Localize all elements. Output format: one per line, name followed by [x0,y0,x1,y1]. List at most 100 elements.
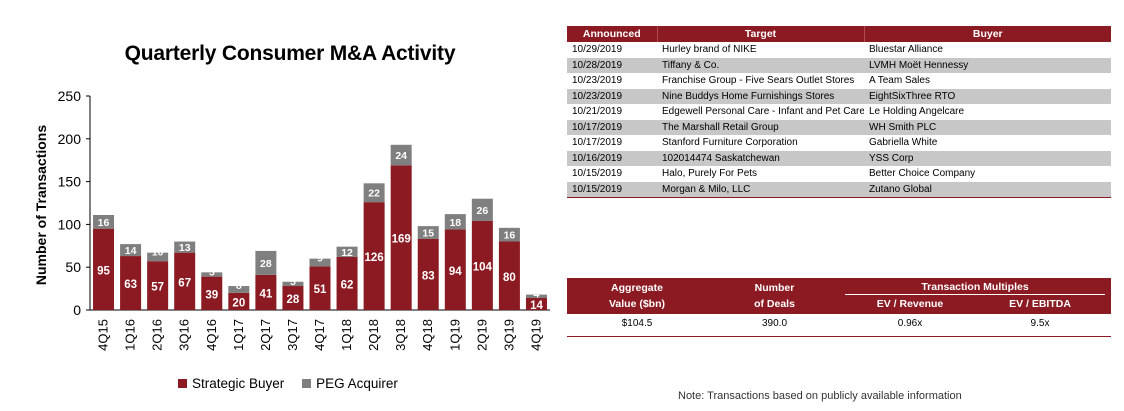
legend-label-peg: PEG Acquirer [316,376,398,391]
legend-item-peg: PEG Acquirer [302,376,398,391]
chart-panel: Quarterly Consumer M&A Activity 0 50 100 15… [0,0,560,411]
y-tick-label: 0 [73,302,81,318]
deal-row: 10/29/2019 Hurley brand of NIKE Bluestar A… [567,42,1111,58]
x-tick-label: 1Q16 [123,319,138,351]
data-label-peg: 4 [534,289,540,301]
data-label-peg: 28 [260,258,272,270]
deals-table: Announced Target Buyer 10/29/2019 Hurley … [567,26,1111,198]
chart-title: Quarterly Consumer M&A Activity [124,42,456,65]
deal-buyer: Gabriella White [869,137,938,149]
aggregate-header-1: Aggregate [611,282,663,294]
data-label-strategic: 39 [205,289,218,301]
bar-peg-1Q16 [120,244,142,257]
deal-target: Franchise Group - Five Sears Outlet Stor… [662,75,855,87]
deal-target: Stanford Furniture Corporation [662,137,798,149]
bar-strategic-3Q16 [174,252,196,310]
bar-strategic-2Q18 [363,202,385,310]
data-label-peg: 13 [179,242,191,254]
data-label-strategic: 95 [97,265,110,277]
bar-strategic-3Q19 [498,241,520,310]
deal-buyer: Bluestar Alliance [869,44,943,56]
deal-date: 10/23/2019 [572,75,623,87]
deal-target: Edgewell Personal Care - Infant and Pet … [662,106,864,118]
data-label-peg: 16 [504,230,516,242]
ev-revenue-header: EV / Revenue [876,298,944,310]
deals-header-1: Number [754,282,795,294]
data-label-strategic: 80 [503,272,516,284]
deal-buyer: EightSixThree RTO [864,88,1111,104]
deal-target: Nine Buddys Home Furnishings Stores [657,88,864,104]
data-label-peg: 12 [341,247,353,259]
x-tick-label: 3Q16 [177,319,192,351]
bar-strategic-3Q18 [390,165,412,310]
data-label-strategic: 28 [287,294,300,306]
bar-strategic-4Q17 [309,266,331,310]
deal-row: 10/16/2019 102014474 Saskatchewan YSS Corp [567,150,1111,166]
deal-row: 10/23/2019 Franchise Group - Five Sears O… [567,73,1111,89]
data-label-strategic: 83 [422,270,435,282]
deal-date: 10/28/2019 [567,57,657,73]
deal-buyer: YSS Corp [864,150,1111,166]
bar-peg-3Q19 [498,227,520,242]
bar-strategic-2Q17 [255,274,277,310]
data-label-peg: 24 [395,150,407,162]
x-tick-label: 4Q16 [204,319,219,351]
deal-row: 10/17/2019 The Marshall Retail Group WH Sm… [567,119,1111,135]
header-buyer: Buyer [864,26,1111,42]
bar-strategic-4Q19 [525,298,547,310]
x-tick-label: 4Q15 [96,319,111,351]
data-label-peg: 22 [368,188,380,200]
multiples-header: Transaction Multiples [921,281,1029,293]
x-tick-label: 4Q18 [420,319,435,351]
bar-peg-2Q18 [363,183,385,203]
data-label-strategic: 20 [232,297,245,309]
y-tick-label: 200 [58,131,82,147]
data-label-peg: 9 [317,253,323,265]
deal-date: 10/16/2019 [567,150,657,166]
x-tick-label: 2Q18 [366,319,381,351]
data-label-strategic: 67 [178,277,191,289]
data-label-strategic: 14 [530,300,543,312]
x-tick-label: 2Q16 [150,319,165,351]
deal-buyer: Le Holding Angelcare [869,106,965,118]
bar-strategic-3Q17 [282,286,304,310]
bar-strategic-2Q19 [471,220,493,310]
deal-buyer: A Team Sales [869,75,930,87]
header-target: Target [657,26,865,42]
x-tick-label: 2Q19 [474,319,489,351]
aggregate-header-2: Value ($bn) [608,298,665,310]
bar-peg-4Q17 [309,258,331,267]
bar-peg-1Q18 [336,246,358,257]
x-tick-label: 3Q18 [393,319,408,351]
data-label-strategic: 169 [392,234,411,246]
bar-peg-1Q19 [444,214,466,230]
bar-strategic-4Q15 [93,228,115,310]
bar-peg-4Q16 [201,272,223,277]
bar-peg-4Q15 [93,214,115,229]
bar-peg-4Q18 [417,226,439,239]
x-tick-label: 3Q17 [285,319,300,351]
deal-row: 10/17/2019 Stanford Furniture Corporation… [567,135,1111,151]
deal-target: The Marshall Retail Group [657,119,864,135]
deal-target: Morgan & Milo, LLC [657,181,864,198]
summary-table: Aggregate Value ($bn) Number of Deals Tr… [567,278,1111,337]
deal-row: 10/21/2019 Edgewell Personal Care - Infan… [567,104,1111,120]
legend-label-strategic: Strategic Buyer [192,376,285,391]
deal-target: 102014474 Saskatchewan [657,150,864,166]
x-tick-label: 1Q19 [447,319,462,351]
y-tick-label: 150 [58,174,82,190]
x-tick-label: 4Q17 [312,319,327,351]
bar-strategic-1Q19 [444,229,466,310]
bar-strategic-1Q16 [120,256,142,310]
x-tick-label: 2Q17 [258,319,273,351]
deal-target: Hurley brand of NIKE [662,44,757,56]
bar-peg-3Q18 [390,144,412,166]
summary-header: Aggregate Value ($bn) Number of Deals Tr… [567,278,1111,314]
header-announced: Announced [567,26,658,42]
data-label-peg: 5 [290,276,296,288]
data-label-strategic: 57 [151,282,164,294]
data-label-peg: 15 [422,228,434,240]
bar-strategic-4Q18 [417,238,439,310]
data-label-strategic: 104 [473,261,493,273]
